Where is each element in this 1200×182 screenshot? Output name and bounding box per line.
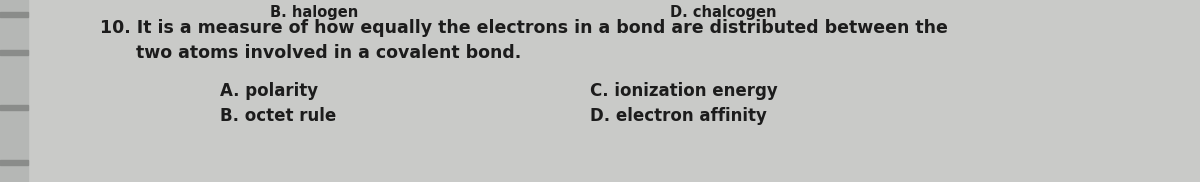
Text: B. octet rule: B. octet rule: [220, 107, 336, 125]
Text: A. polarity: A. polarity: [220, 82, 318, 100]
Text: 10. It is a measure of how equally the electrons in a bond are distributed betwe: 10. It is a measure of how equally the e…: [100, 19, 948, 37]
Bar: [0, 12, 28, 17]
Text: D. electron affinity: D. electron affinity: [590, 107, 767, 125]
Bar: [0, 50, 28, 55]
Text: D. chalcogen: D. chalcogen: [670, 5, 776, 20]
Bar: [0, 105, 28, 110]
Bar: [0, 0, 28, 182]
Text: two atoms involved in a covalent bond.: two atoms involved in a covalent bond.: [100, 44, 521, 62]
Text: B. halogen: B. halogen: [270, 5, 359, 20]
Text: C. ionization energy: C. ionization energy: [590, 82, 778, 100]
Bar: [0, 160, 28, 165]
